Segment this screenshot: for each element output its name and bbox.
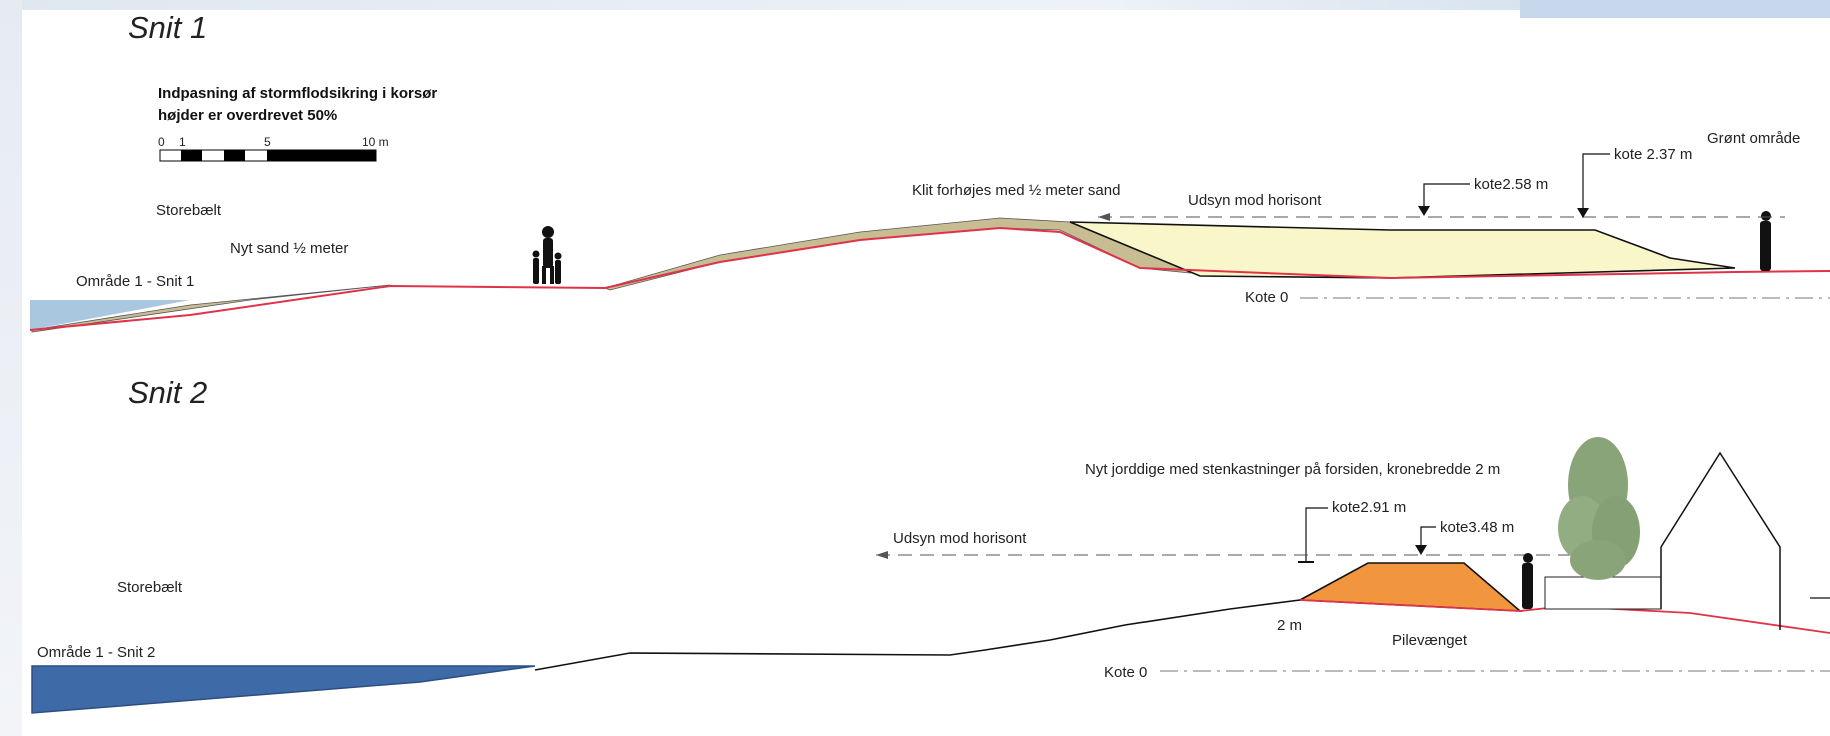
- legend-line1: Indpasning af stormflodsikring i korsør: [158, 85, 437, 102]
- section2-sea-label: Storebælt: [117, 579, 183, 596]
- scale-tick-5: 5: [264, 135, 271, 149]
- place-label: Pilevænget: [1392, 632, 1468, 649]
- scale-tick-10: 10 m: [362, 135, 389, 149]
- slide-frame-top: [0, 0, 1830, 10]
- section2-title: Snit 2: [128, 375, 207, 410]
- section2-area-label: Område 1 - Snit 2: [37, 644, 155, 661]
- kote-258-leader: [1423, 183, 1470, 213]
- section2-view-arrow: [876, 551, 888, 559]
- section1-sea: [30, 300, 190, 330]
- section2-dike: [1297, 562, 1523, 612]
- width-label: 2 m: [1277, 617, 1302, 634]
- section1-view-arrow: [1098, 213, 1110, 221]
- house-outline: [1660, 451, 1781, 630]
- kote-258-label: kote2.58 m: [1474, 176, 1548, 193]
- legend-line2: højder er overdrevet 50%: [158, 107, 337, 124]
- green-area-label: Grønt område: [1707, 130, 1800, 147]
- section1-terrain-line: [29, 226, 1830, 331]
- section1-people-figures: [532, 226, 562, 284]
- section2-sea: [31, 665, 536, 714]
- kote-237-label: kote 2.37 m: [1614, 146, 1692, 163]
- new-sand-label: Nyt sand ½ meter: [230, 240, 348, 257]
- slide-frame-corner: [1520, 0, 1830, 18]
- scale-tick-1: 1: [179, 135, 186, 149]
- tree-icon: [1558, 437, 1640, 580]
- slide-frame-left: [0, 0, 22, 736]
- section2-wall: [1544, 576, 1662, 610]
- kote-258-arrow: [1418, 206, 1430, 216]
- section1-berm: [1069, 221, 1736, 279]
- kote-348-arrow: [1415, 545, 1427, 555]
- section1-view-label: Udsyn mod horisont: [1188, 192, 1322, 209]
- kote-237-arrow: [1577, 208, 1589, 218]
- section2-kote0-label: Kote 0: [1104, 664, 1147, 681]
- kote-291-leader: [1305, 507, 1328, 562]
- section1-kote0-label: Kote 0: [1245, 289, 1288, 306]
- dike-label: Nyt jorddige med stenkastninger på forsi…: [1085, 461, 1500, 478]
- kote-348-label: kote3.48 m: [1440, 519, 1514, 536]
- dune-label: Klit forhøjes med ½ meter sand: [912, 182, 1120, 199]
- kote-348-leader: [1420, 526, 1436, 552]
- kote-237-leader: [1582, 153, 1610, 215]
- section2-view-label: Udsyn mod horisont: [893, 530, 1027, 547]
- section1-title: Snit 1: [128, 10, 207, 45]
- section1-area-label: Område 1 - Snit 1: [76, 273, 194, 290]
- section1-person-figure: [1760, 211, 1771, 271]
- section1-beach-sand: [31, 284, 391, 333]
- section2-person-figure: [1522, 553, 1533, 609]
- section1-sea-label: Storebælt: [156, 202, 222, 219]
- kote-291-label: kote2.91 m: [1332, 499, 1406, 516]
- scale-bar: 0 1 5 10 m: [158, 135, 389, 162]
- scale-tick-0: 0: [158, 135, 165, 149]
- section2-terrain-line: [534, 599, 1301, 671]
